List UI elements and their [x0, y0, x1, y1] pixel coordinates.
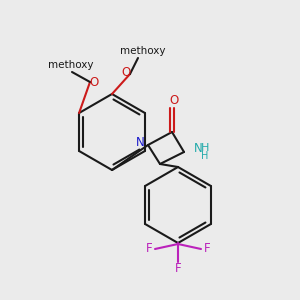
Text: F: F	[204, 242, 210, 256]
Text: O: O	[89, 76, 99, 89]
Text: F: F	[146, 242, 152, 256]
Text: O: O	[169, 94, 178, 107]
Text: N: N	[194, 142, 202, 154]
Text: F: F	[175, 262, 181, 275]
Text: methoxy: methoxy	[48, 60, 94, 70]
Text: O: O	[122, 67, 130, 80]
Text: H: H	[201, 143, 209, 153]
Text: N: N	[136, 136, 144, 149]
Text: methoxy: methoxy	[120, 46, 166, 56]
Text: H: H	[201, 151, 209, 161]
